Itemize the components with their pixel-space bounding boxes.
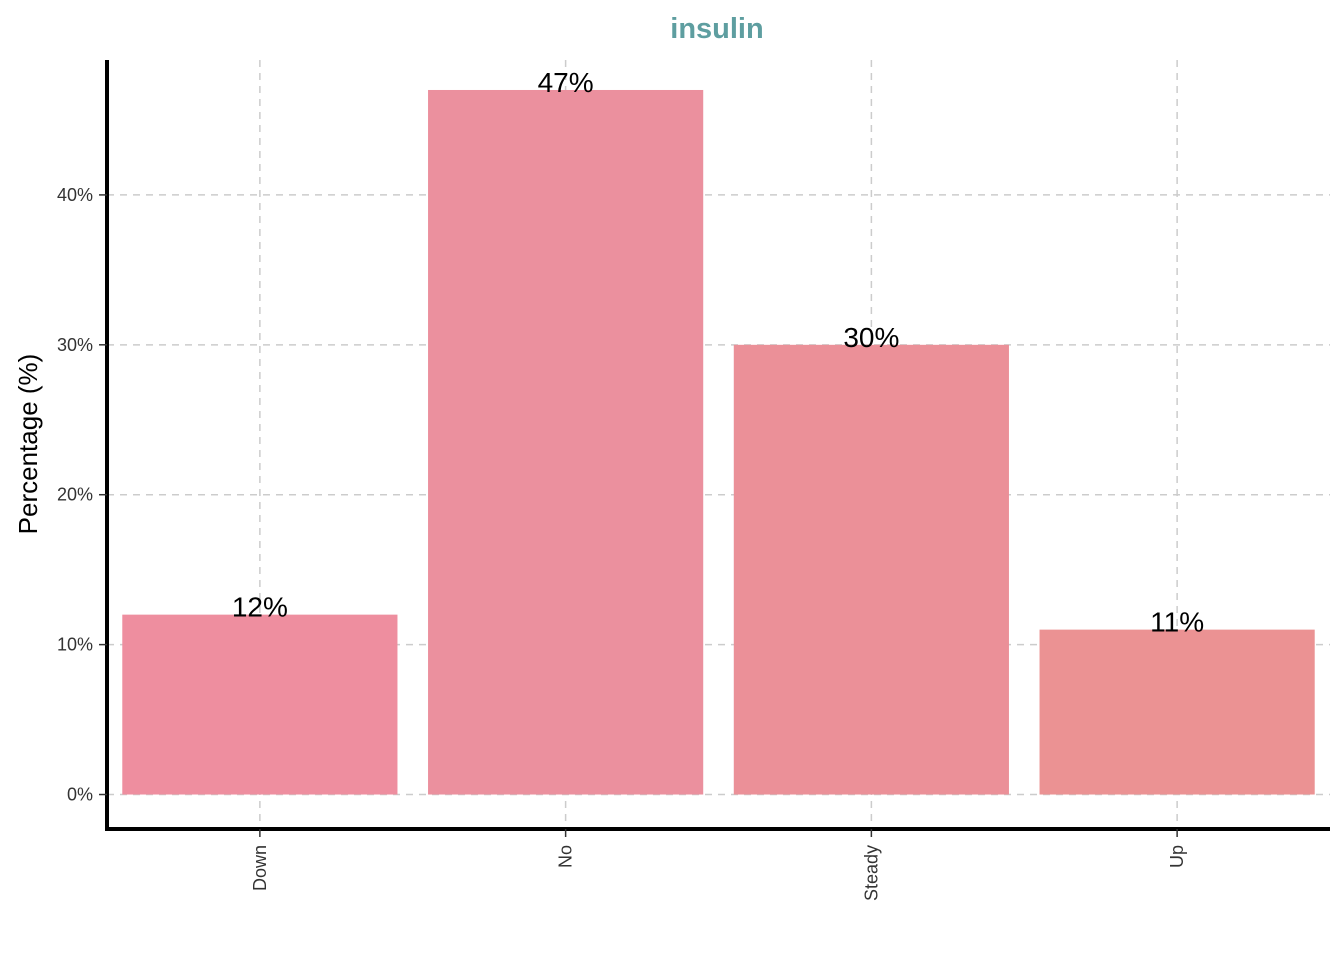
bar-up: [1039, 629, 1315, 795]
y-tick-label: 30%: [57, 335, 93, 355]
y-tick-label: 10%: [57, 635, 93, 655]
x-tick-label: Steady: [861, 845, 881, 901]
bars: [122, 89, 1315, 795]
data-labels: 12% 47% 30% 11%: [232, 67, 1204, 638]
chart-title: insulin: [670, 13, 763, 45]
y-tick-label: 0%: [67, 785, 93, 805]
data-label: 47%: [538, 67, 594, 98]
x-tick-label: Down: [250, 845, 270, 891]
y-tick-label: 40%: [57, 185, 93, 205]
y-axis-title: Percentage (%): [13, 354, 43, 535]
data-label: 30%: [843, 322, 899, 353]
x-tick-label: Up: [1167, 845, 1187, 868]
data-label: 12%: [232, 592, 288, 623]
y-tick-label: 20%: [57, 485, 93, 505]
bar-steady: [733, 344, 1009, 795]
data-label: 11%: [1150, 607, 1204, 638]
x-tick-label: No: [556, 845, 576, 868]
bar-down: [122, 614, 398, 795]
axes: 0% 10% 20% 30% 40% Down No Steady Up: [57, 60, 1330, 901]
bar-no: [428, 89, 704, 795]
